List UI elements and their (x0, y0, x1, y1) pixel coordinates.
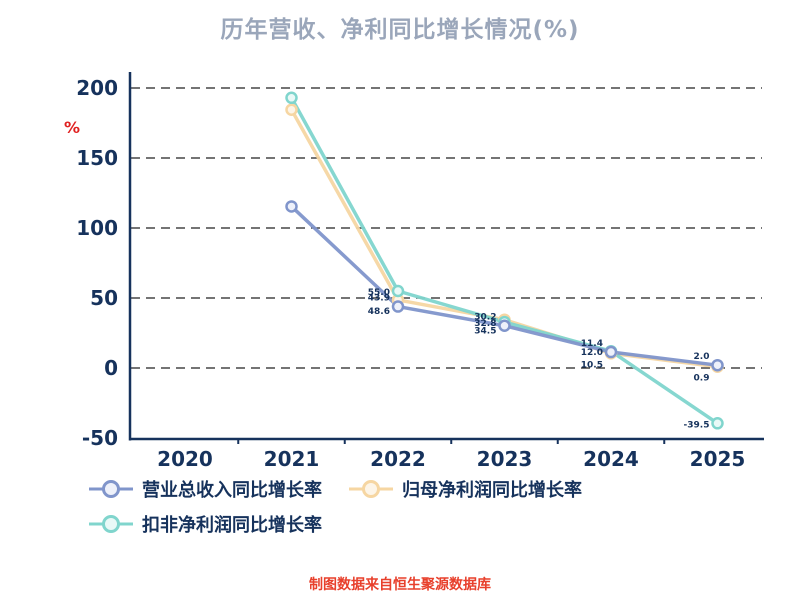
data-label-net-profit-yoy: 0.9 (694, 374, 710, 384)
y-tick-label: 100 (76, 216, 118, 240)
data-label-net-profit-yoy: 10.5 (581, 360, 603, 370)
x-tick-label: 2020 (157, 447, 213, 471)
legend-row: 扣非净利润同比增长率 (88, 511, 582, 537)
legend-item-net-profit-yoy: 归母净利润同比增长率 (348, 476, 582, 502)
y-tick-label: 0 (104, 356, 118, 380)
y-tick-label: 50 (90, 286, 118, 310)
data-label-non-gaap-net-profit-yoy: 55.0 (368, 288, 390, 298)
data-point-non-gaap-net-profit-yoy (391, 284, 405, 298)
legend-row: 营业总收入同比增长率 归母净利润同比增长率 (88, 476, 582, 502)
legend-item-revenue-yoy: 营业总收入同比增长率 (88, 476, 322, 502)
data-point-revenue-yoy (498, 319, 511, 332)
data-label-revenue-yoy: 30.2 (474, 313, 496, 323)
data-point-revenue-yoy (604, 345, 618, 359)
x-tick-label: 2021 (264, 447, 320, 471)
legend-label-net-profit-yoy: 归母净利润同比增长率 (402, 480, 582, 501)
series-line-non-gaap-net-profit-yoy (289, 96, 720, 426)
legend: 营业总收入同比增长率 归母净利润同比增长率扣非净利润同比增长率 (88, 476, 582, 537)
x-tick-label: 2022 (370, 447, 426, 471)
y-tick-label: -50 (82, 426, 118, 450)
data-point-revenue-yoy (711, 358, 724, 372)
data-point-non-gaap-net-profit-yoy (711, 417, 724, 430)
x-tick-label: 2024 (583, 447, 639, 471)
legend-marker-net-profit-yoy (349, 480, 393, 498)
y-tick-label: 150 (76, 146, 118, 170)
legend-marker-revenue-yoy (89, 480, 133, 498)
data-label-revenue-yoy: 11.4 (581, 339, 603, 349)
series-line-revenue-yoy (289, 204, 720, 367)
y-axis-unit-label: % (64, 118, 81, 137)
data-label-non-gaap-net-profit-yoy: 12.0 (581, 348, 603, 358)
x-tick-label: 2025 (690, 447, 746, 471)
data-point-revenue-yoy (285, 200, 298, 213)
data-label-revenue-yoy: 2.0 (694, 352, 710, 362)
data-point-non-gaap-net-profit-yoy (285, 91, 298, 105)
data-label-net-profit-yoy: 48.6 (368, 307, 390, 317)
data-label-revenue-yoy: 43.9 (368, 294, 390, 304)
legend-item-non-gaap-net-profit-yoy: 扣非净利润同比增长率 (88, 511, 322, 537)
data-label-non-gaap-net-profit-yoy: 32.8 (474, 319, 496, 329)
data-point-revenue-yoy (391, 300, 405, 313)
data-source-note: 制图数据来自恒生聚源数据库 (309, 577, 491, 593)
chart-title: 历年营收、净利同比增长情况(%) (220, 17, 580, 43)
data-label-net-profit-yoy: 34.5 (474, 327, 496, 337)
legend-label-revenue-yoy: 营业总收入同比增长率 (142, 480, 322, 501)
y-tick-label: 200 (76, 76, 118, 100)
legend-label-non-gaap-net-profit-yoy: 扣非净利润同比增长率 (142, 515, 322, 536)
legend-marker-non-gaap-net-profit-yoy (89, 515, 133, 533)
x-tick-label: 2023 (477, 447, 533, 471)
data-label-non-gaap-net-profit-yoy: -39.5 (684, 420, 710, 430)
data-point-net-profit-yoy (285, 103, 298, 116)
